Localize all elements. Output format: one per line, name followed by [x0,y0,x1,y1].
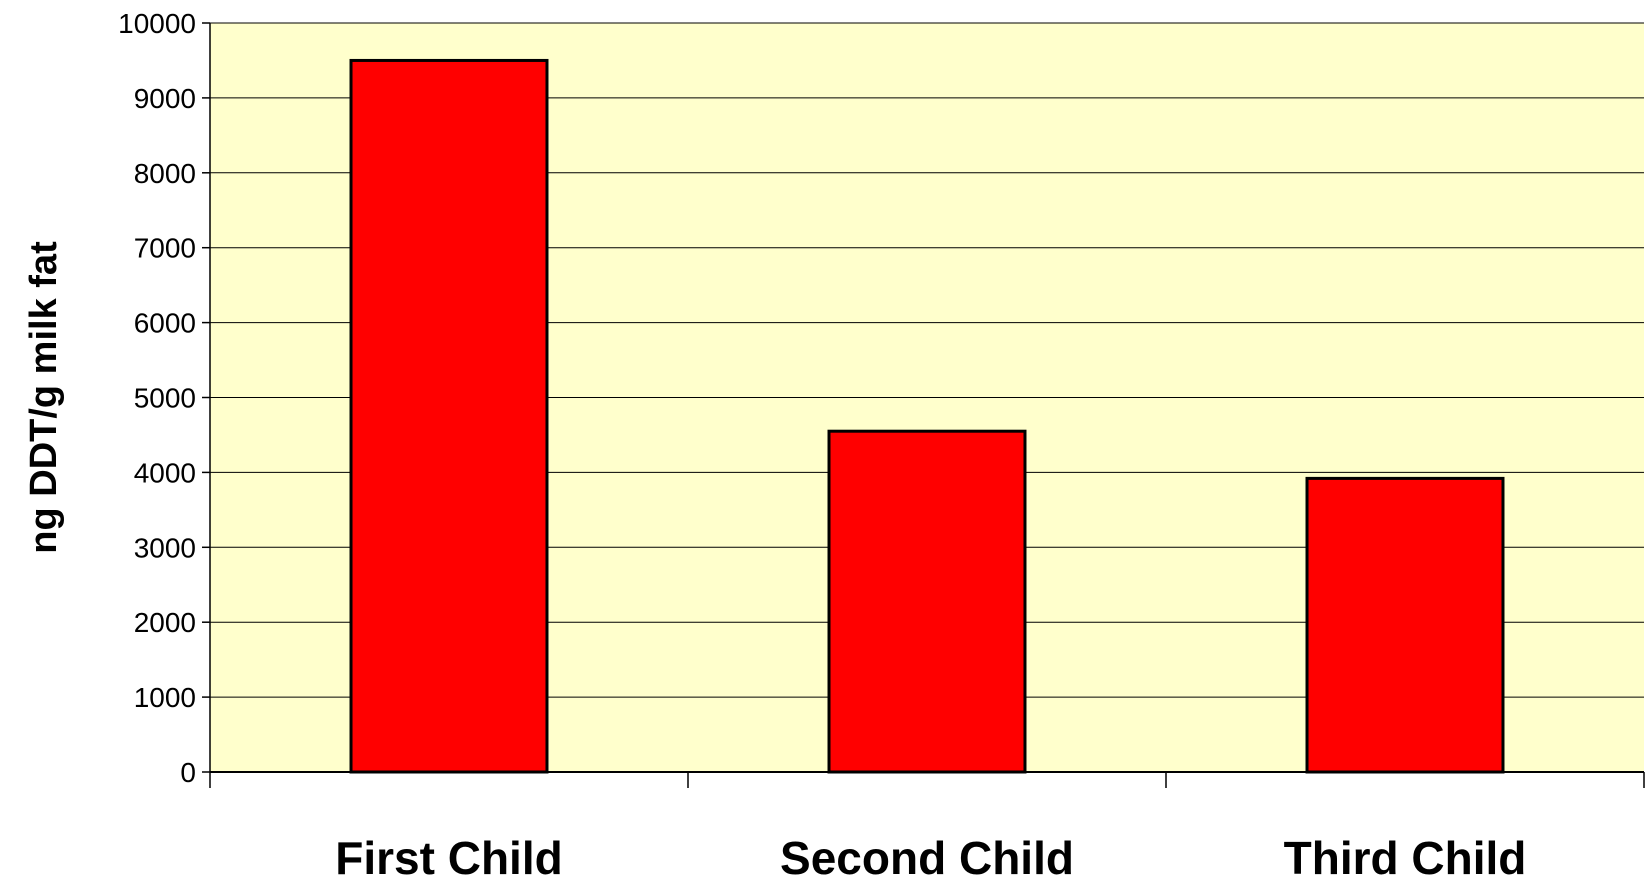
axes [202,22,1645,788]
bar-2 [827,429,1027,774]
x-tick-label: Second Child [780,832,1074,881]
y-tick-label: 4000 [134,457,196,488]
y-axis-label: ng DDT/g milk fat [23,241,65,554]
y-tick-label: 0 [180,757,196,788]
y-tick-labels: 0 1000 2000 3000 4000 5000 6000 7000 8000 9000 100… [118,8,196,788]
y-tick-label: 7000 [134,233,196,264]
y-tick-label: 5000 [134,383,196,414]
bar-1 [349,58,549,774]
x-tick-labels: First Child Second Child Third Child [335,832,1526,881]
y-tick-label: 8000 [134,158,196,189]
y-tick-label: 10000 [118,8,196,39]
y-tick-label: 6000 [134,308,196,339]
x-tick-label: Third Child [1284,832,1527,881]
x-tick-label: First Child [335,832,562,881]
y-tick-label: 9000 [134,83,196,114]
y-tick-label: 3000 [134,532,196,563]
bar-3 [1305,476,1505,774]
bars [349,58,1505,774]
y-tick-label: 1000 [134,682,196,713]
y-tick-label: 2000 [134,607,196,638]
